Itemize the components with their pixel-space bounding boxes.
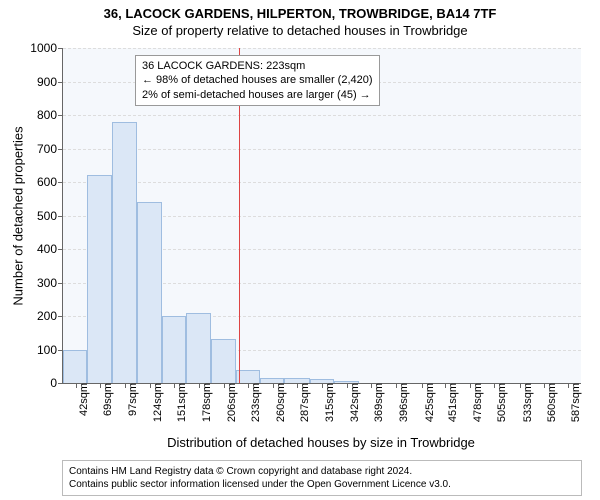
x-tick-label: 369sqm: [371, 383, 385, 422]
footer-line1: Contains HM Land Registry data © Crown c…: [69, 465, 575, 478]
y-tick-label: 800: [37, 108, 63, 122]
y-tick-label: 200: [37, 309, 63, 323]
histogram-bar: [334, 381, 358, 383]
x-tick-label: 396sqm: [396, 383, 410, 422]
grid-line: [63, 48, 581, 49]
x-tick-label: 287sqm: [297, 383, 311, 422]
x-tick-label: 206sqm: [224, 383, 238, 422]
histogram-bar: [186, 313, 211, 383]
grid-line: [63, 182, 581, 183]
x-tick-label: 425sqm: [422, 383, 436, 422]
annotation-box: 36 LACOCK GARDENS: 223sqm ← 98% of detac…: [135, 55, 380, 106]
x-tick-label: 42sqm: [76, 383, 90, 416]
x-tick-label: 533sqm: [520, 383, 534, 422]
x-tick-label: 124sqm: [150, 383, 164, 422]
y-tick-label: 1000: [30, 41, 63, 55]
histogram-bar: [310, 379, 334, 383]
x-tick-label: 260sqm: [273, 383, 287, 422]
x-tick-label: 451sqm: [445, 383, 459, 422]
histogram-bar: [87, 175, 111, 383]
chart-container: 36, LACOCK GARDENS, HILPERTON, TROWBRIDG…: [0, 0, 600, 500]
y-tick-label: 0: [50, 376, 63, 390]
title-line2: Size of property relative to detached ho…: [0, 21, 600, 38]
y-tick-label: 100: [37, 343, 63, 357]
x-tick-label: 178sqm: [199, 383, 213, 422]
annotation-line3: 2% of semi-detached houses are larger (4…: [142, 88, 373, 102]
histogram-bar: [211, 339, 235, 383]
grid-line: [63, 115, 581, 116]
x-tick-label: 478sqm: [470, 383, 484, 422]
x-axis-label: Distribution of detached houses by size …: [167, 435, 475, 450]
histogram-bar: [284, 378, 309, 383]
y-axis-label: Number of detached properties: [11, 126, 26, 305]
y-tick-label: 600: [37, 175, 63, 189]
title-line1: 36, LACOCK GARDENS, HILPERTON, TROWBRIDG…: [0, 0, 600, 21]
histogram-bar: [63, 350, 87, 384]
y-tick-label: 700: [37, 142, 63, 156]
y-tick-label: 400: [37, 242, 63, 256]
footer-line2: Contains public sector information licen…: [69, 478, 575, 491]
histogram-bar: [162, 316, 186, 383]
annotation-title: 36 LACOCK GARDENS: 223sqm: [142, 59, 373, 73]
x-tick-label: 342sqm: [347, 383, 361, 422]
x-tick-label: 233sqm: [248, 383, 262, 422]
y-tick-label: 300: [37, 276, 63, 290]
footer-attribution: Contains HM Land Registry data © Crown c…: [62, 460, 582, 496]
x-tick-label: 315sqm: [322, 383, 336, 422]
x-tick-label: 587sqm: [568, 383, 582, 422]
histogram-bar: [260, 378, 284, 383]
y-tick-label: 500: [37, 209, 63, 223]
annotation-line2: ← 98% of detached houses are smaller (2,…: [142, 73, 373, 87]
x-tick-label: 151sqm: [174, 383, 188, 422]
y-tick-label: 900: [37, 75, 63, 89]
x-tick-label: 97sqm: [125, 383, 139, 416]
histogram-bar: [137, 202, 161, 383]
histogram-bar: [112, 122, 137, 383]
x-tick-label: 505sqm: [494, 383, 508, 422]
x-tick-label: 69sqm: [100, 383, 114, 416]
x-tick-label: 560sqm: [544, 383, 558, 422]
grid-line: [63, 149, 581, 150]
